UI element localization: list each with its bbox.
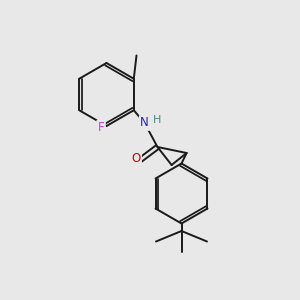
Text: N: N (140, 116, 149, 130)
Text: O: O (131, 152, 140, 166)
Text: H: H (153, 115, 161, 125)
Text: F: F (98, 121, 104, 134)
